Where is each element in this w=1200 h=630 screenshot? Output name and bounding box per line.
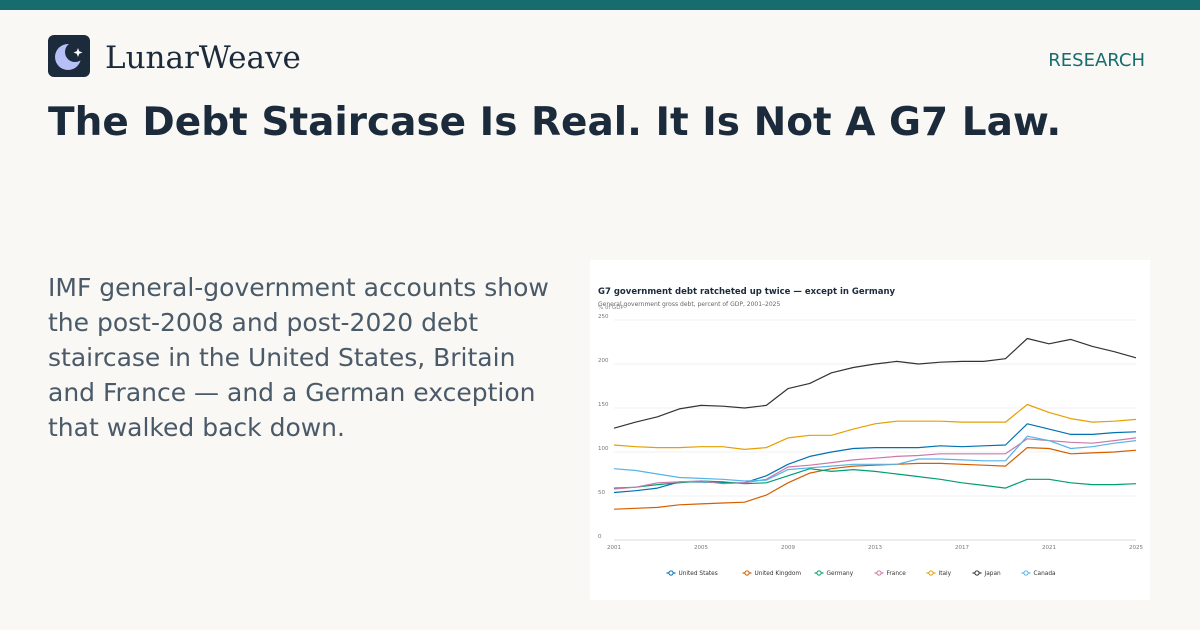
legend-marker [928, 570, 934, 576]
series-line [613, 337, 1137, 429]
legend-label: France [887, 571, 907, 577]
legend-label: Canada [1034, 571, 1057, 577]
series-line [613, 437, 1137, 490]
y-tick-label: 0 [598, 534, 602, 540]
legend-marker [876, 570, 882, 576]
legend-label: Italy [939, 571, 952, 577]
y-tick-label: 50 [598, 490, 605, 496]
x-tick-label: 2001 [607, 545, 621, 551]
chart-title: G7 government debt ratcheted up twice — … [598, 287, 895, 297]
x-tick-label: 2009 [781, 545, 795, 551]
x-tick-label: 2017 [955, 545, 969, 551]
x-tick-label: 2021 [1042, 545, 1056, 551]
legend-label: Germany [827, 571, 854, 577]
legend-label: United States [679, 571, 718, 577]
legend-label: United Kingdom [755, 571, 802, 577]
moon-star-icon [55, 42, 85, 70]
x-tick-label: 2005 [694, 545, 708, 551]
y-tick-label: 100 [598, 446, 609, 452]
debt-line-chart: G7 government debt ratcheted up twice — … [598, 287, 1143, 577]
series-line [613, 403, 1137, 450]
y-tick-label: 150 [598, 402, 609, 408]
x-tick-label: 2025 [1129, 545, 1143, 551]
y-tick-label: 200 [598, 358, 609, 364]
article-lede: IMF general-government accounts show the… [48, 273, 549, 442]
top-accent-bar [0, 0, 1200, 10]
legend-marker [974, 570, 980, 576]
page-headline: The Debt Staircase Is Real. It Is Not A … [48, 100, 1062, 145]
chart-subtitle: General government gross debt, percent o… [598, 301, 780, 308]
legend-marker [1023, 570, 1029, 576]
brand-logo[interactable] [48, 35, 90, 77]
y-axis-label: % of GDP [598, 305, 625, 311]
brand-name[interactable]: LunarWeave [105, 40, 301, 76]
y-tick-label: 250 [598, 314, 609, 320]
legend-marker [744, 570, 750, 576]
legend-marker [816, 570, 822, 576]
nav-research-link[interactable]: RESEARCH [1048, 50, 1145, 71]
chart-card: G7 government debt ratcheted up twice — … [590, 260, 1150, 600]
x-tick-label: 2013 [868, 545, 882, 551]
legend-label: Japan [984, 571, 1001, 577]
legend-marker [668, 570, 674, 576]
series-line [613, 435, 1137, 482]
series-line [613, 447, 1137, 510]
series-line [613, 423, 1137, 494]
